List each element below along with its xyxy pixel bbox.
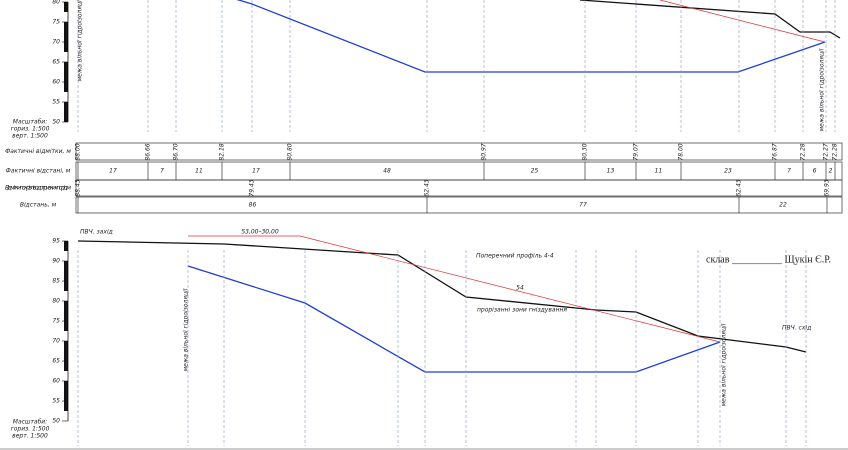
author: склав __________ Щукін Є.Р. (706, 254, 831, 265)
boundary-note: межа вільної гідроізоляції (183, 287, 190, 371)
scale-label: 70 (52, 338, 60, 345)
scale-label: 55 (52, 99, 60, 106)
row-label: Відстань, м (20, 202, 57, 209)
scale-label: 60 (52, 378, 60, 385)
scale-label: 90 (52, 258, 60, 265)
roof-elevation: 62.43 (424, 179, 431, 196)
scale-label: 50 (52, 418, 60, 425)
scale-label: 65 (52, 59, 60, 66)
scale-label: 75 (52, 318, 60, 325)
elevation-value: 80.97 (481, 143, 488, 160)
red-note: прорізанні зони гніздування (477, 307, 567, 314)
roof-elevation: 69.93 (824, 179, 831, 196)
scale-caption: Масштаби: (13, 119, 47, 126)
scale-caption: верт. 1:500 (12, 133, 48, 140)
roof-elevation: 79.43 (249, 179, 256, 196)
scale-label: 50 (52, 119, 60, 126)
scale-block (64, 241, 68, 251)
table-row (75, 142, 843, 161)
scale-label: 65 (52, 358, 60, 365)
elevation-value: 86.66 (145, 143, 152, 160)
boundary-note: межа вільної гідроізоляції (819, 47, 826, 131)
scale-caption: гориз. 1:500 (11, 126, 50, 133)
table-row (75, 196, 843, 214)
scale-label: 95 (52, 238, 60, 245)
distance-value: 11 (655, 168, 663, 175)
elevation-value: 80.30 (582, 143, 589, 160)
distance-value: 7 (787, 168, 791, 175)
scale-block (64, 361, 68, 371)
elevation-value: 72.28 (832, 143, 839, 160)
bottom-red-line (188, 235, 721, 343)
scale-block (64, 341, 68, 361)
scale-label: 75 (52, 19, 60, 26)
distance-value: 25 (531, 168, 539, 175)
scale-block (64, 102, 68, 122)
profile-title: Поперечний профіль 4-4 (476, 253, 554, 260)
distance-value: 48 (383, 168, 391, 175)
elevation-value: 72.28 (800, 143, 807, 160)
red-label: 53,00–30,00 (241, 229, 279, 236)
scale-block (64, 22, 68, 42)
scale-block (64, 401, 68, 411)
table-row (75, 179, 843, 197)
row-label: Відмітки покрівлі водотривких порід, м (5, 185, 71, 192)
scale-caption: верт. 1:500 (12, 433, 48, 440)
scale-label: 80 (52, 298, 60, 305)
scale-label: 60 (52, 79, 60, 86)
roof-elevation: 62.43 (736, 179, 743, 196)
row-label: Фактичні відстані, м (6, 168, 71, 175)
elevation-value: 76.87 (772, 143, 779, 160)
distance-value: 7 (160, 168, 164, 175)
distance-value: 23 (724, 168, 732, 175)
distance-value: 11 (195, 168, 203, 175)
scale-label: 80 (52, 0, 60, 6)
scale-block (64, 381, 68, 401)
boundary-note: межа вільної гідроізоляції (721, 322, 728, 406)
scale-label: 55 (52, 398, 60, 405)
row-label: Фактичні відмітки, м (5, 148, 71, 155)
distance-value: 17 (109, 168, 117, 175)
scale-caption: гориз. 1:500 (11, 426, 50, 433)
top-red-line (659, 0, 826, 43)
scale-block (64, 42, 68, 52)
elevation-value: 88.00 (75, 143, 82, 160)
red-label: 54 (516, 285, 524, 292)
scale-caption: Масштаби: (13, 419, 47, 426)
distance-value: 6 (813, 168, 817, 175)
scale-block (64, 261, 68, 281)
elevation-value: 86.70 (173, 143, 180, 160)
elevation-value: 78.00 (678, 143, 685, 160)
boundary-note: межа вільної гідроізоляції (77, 0, 84, 81)
scale-block (64, 2, 68, 12)
distance-value: 2 (829, 168, 833, 175)
distance-value: 17 (252, 168, 260, 175)
west-label: ПВЧ. захід (80, 229, 113, 236)
top-ground-line (579, 0, 841, 39)
east-label: ПВЧ. схід (782, 325, 811, 332)
scale-block (64, 321, 68, 331)
elevation-value: 80.80 (287, 143, 294, 160)
roof-distance: 22 (779, 202, 787, 209)
roof-elevation: 88.43 (75, 179, 82, 196)
roof-distance: 86 (249, 202, 257, 209)
scale-block (64, 82, 68, 92)
bottom-roof-line (187, 265, 721, 373)
roof-distance: 77 (579, 202, 587, 209)
scale-block (64, 281, 68, 291)
scale-label: 70 (52, 39, 60, 46)
elevation-value: 82.18 (219, 143, 226, 160)
elevation-value: 79.07 (633, 143, 640, 160)
scale-block (64, 62, 68, 82)
scale-block (64, 301, 68, 321)
scale-label: 85 (52, 278, 60, 285)
top-roof-line (236, 0, 826, 73)
distance-value: 13 (607, 168, 615, 175)
elevation-value: 72.27 (823, 143, 830, 160)
